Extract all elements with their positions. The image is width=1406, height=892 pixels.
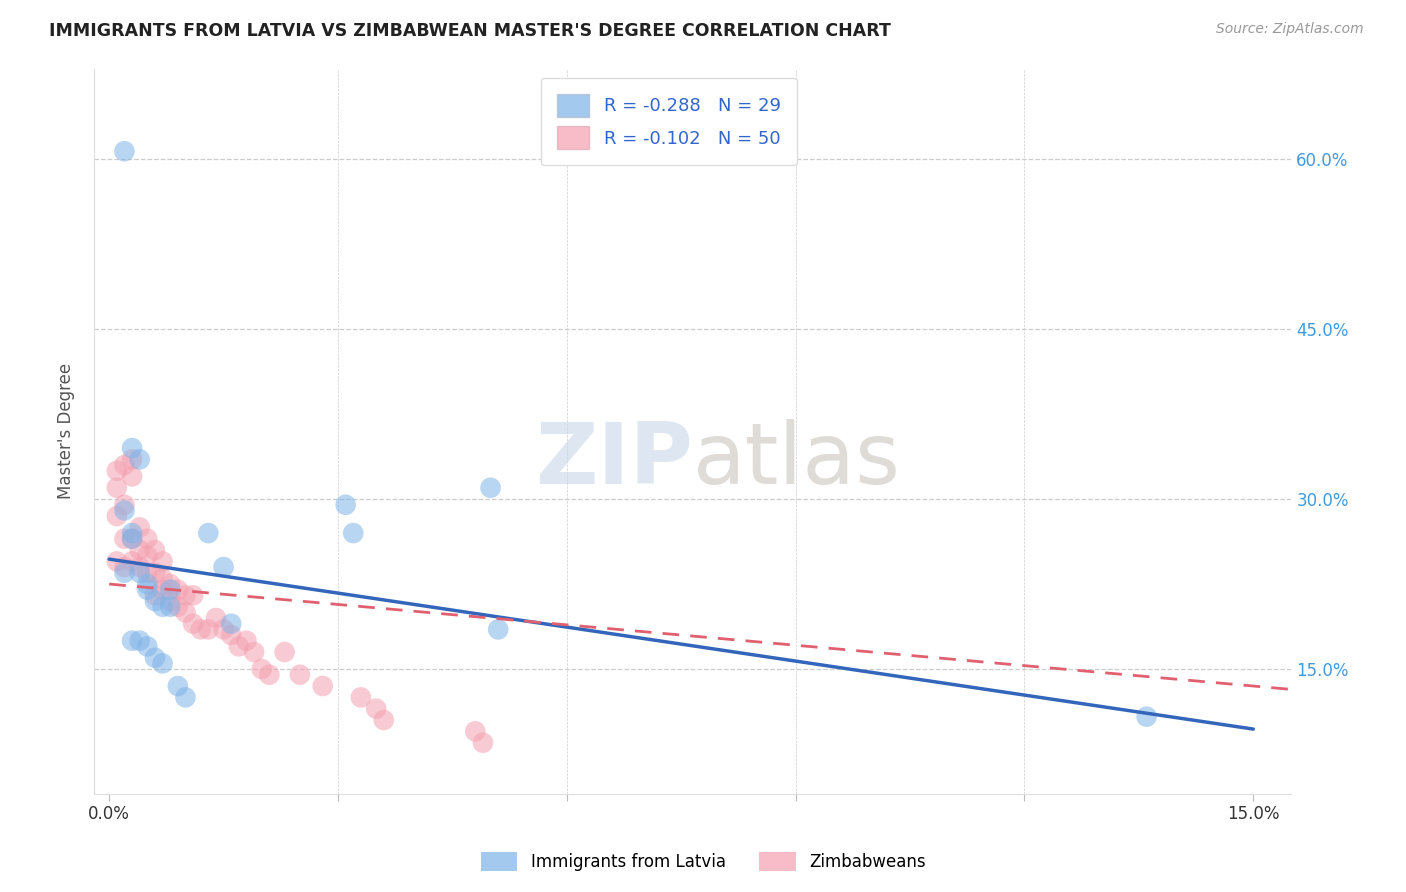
Point xyxy=(212,623,235,637)
Point xyxy=(105,464,128,478)
Point xyxy=(181,616,204,631)
Point xyxy=(136,577,159,591)
Point xyxy=(228,640,250,654)
Point xyxy=(121,532,143,546)
Point xyxy=(350,690,373,705)
Point xyxy=(174,690,197,705)
Point xyxy=(143,650,166,665)
Point xyxy=(152,571,174,585)
Point xyxy=(105,554,128,568)
Text: Source: ZipAtlas.com: Source: ZipAtlas.com xyxy=(1216,22,1364,37)
Point xyxy=(197,623,219,637)
Point xyxy=(143,594,166,608)
Point xyxy=(166,582,188,597)
Point xyxy=(159,599,181,614)
Point xyxy=(136,582,159,597)
Point xyxy=(235,633,257,648)
Point xyxy=(373,713,395,727)
Point xyxy=(312,679,335,693)
Point xyxy=(128,543,150,558)
Point xyxy=(152,582,174,597)
Point xyxy=(121,526,143,541)
Point xyxy=(219,616,242,631)
Point xyxy=(259,667,281,681)
Point xyxy=(152,599,174,614)
Point xyxy=(121,441,143,455)
Point xyxy=(366,702,388,716)
Point xyxy=(486,623,509,637)
Point xyxy=(166,679,188,693)
Point xyxy=(288,667,311,681)
Point xyxy=(143,588,166,602)
Point xyxy=(143,566,166,580)
Point xyxy=(159,594,181,608)
Point xyxy=(166,599,188,614)
Point xyxy=(335,498,357,512)
Point xyxy=(128,633,150,648)
Point xyxy=(243,645,266,659)
Point xyxy=(174,606,197,620)
Point xyxy=(121,469,143,483)
Point xyxy=(1135,709,1157,723)
Point xyxy=(114,566,136,580)
Point xyxy=(128,452,150,467)
Point xyxy=(121,633,143,648)
Legend: R = -0.288   N = 29, R = -0.102   N = 50: R = -0.288 N = 29, R = -0.102 N = 50 xyxy=(540,78,797,166)
Point xyxy=(114,498,136,512)
Text: ZIP: ZIP xyxy=(534,418,693,501)
Point xyxy=(136,532,159,546)
Point xyxy=(250,662,273,676)
Point xyxy=(181,588,204,602)
Point xyxy=(114,532,136,546)
Y-axis label: Master's Degree: Master's Degree xyxy=(58,363,75,500)
Text: atlas: atlas xyxy=(693,418,901,501)
Point xyxy=(136,640,159,654)
Point xyxy=(471,736,494,750)
Point xyxy=(174,588,197,602)
Point xyxy=(128,566,150,580)
Text: IMMIGRANTS FROM LATVIA VS ZIMBABWEAN MASTER'S DEGREE CORRELATION CHART: IMMIGRANTS FROM LATVIA VS ZIMBABWEAN MAS… xyxy=(49,22,891,40)
Point xyxy=(105,481,128,495)
Point xyxy=(128,520,150,534)
Point xyxy=(114,503,136,517)
Point xyxy=(190,623,212,637)
Point xyxy=(105,509,128,524)
Point xyxy=(197,526,219,541)
Point xyxy=(152,554,174,568)
Point xyxy=(121,452,143,467)
Point xyxy=(136,566,159,580)
Point xyxy=(479,481,502,495)
Point xyxy=(205,611,228,625)
Legend: Immigrants from Latvia, Zimbabweans: Immigrants from Latvia, Zimbabweans xyxy=(472,843,934,880)
Point xyxy=(121,554,143,568)
Point xyxy=(114,145,136,159)
Point xyxy=(159,582,181,597)
Point xyxy=(143,543,166,558)
Point xyxy=(273,645,295,659)
Point xyxy=(128,560,150,574)
Point xyxy=(121,532,143,546)
Point xyxy=(342,526,364,541)
Point xyxy=(212,560,235,574)
Point xyxy=(114,560,136,574)
Point xyxy=(136,549,159,563)
Point xyxy=(159,577,181,591)
Point xyxy=(464,724,486,739)
Point xyxy=(114,458,136,472)
Point xyxy=(219,628,242,642)
Point xyxy=(152,657,174,671)
